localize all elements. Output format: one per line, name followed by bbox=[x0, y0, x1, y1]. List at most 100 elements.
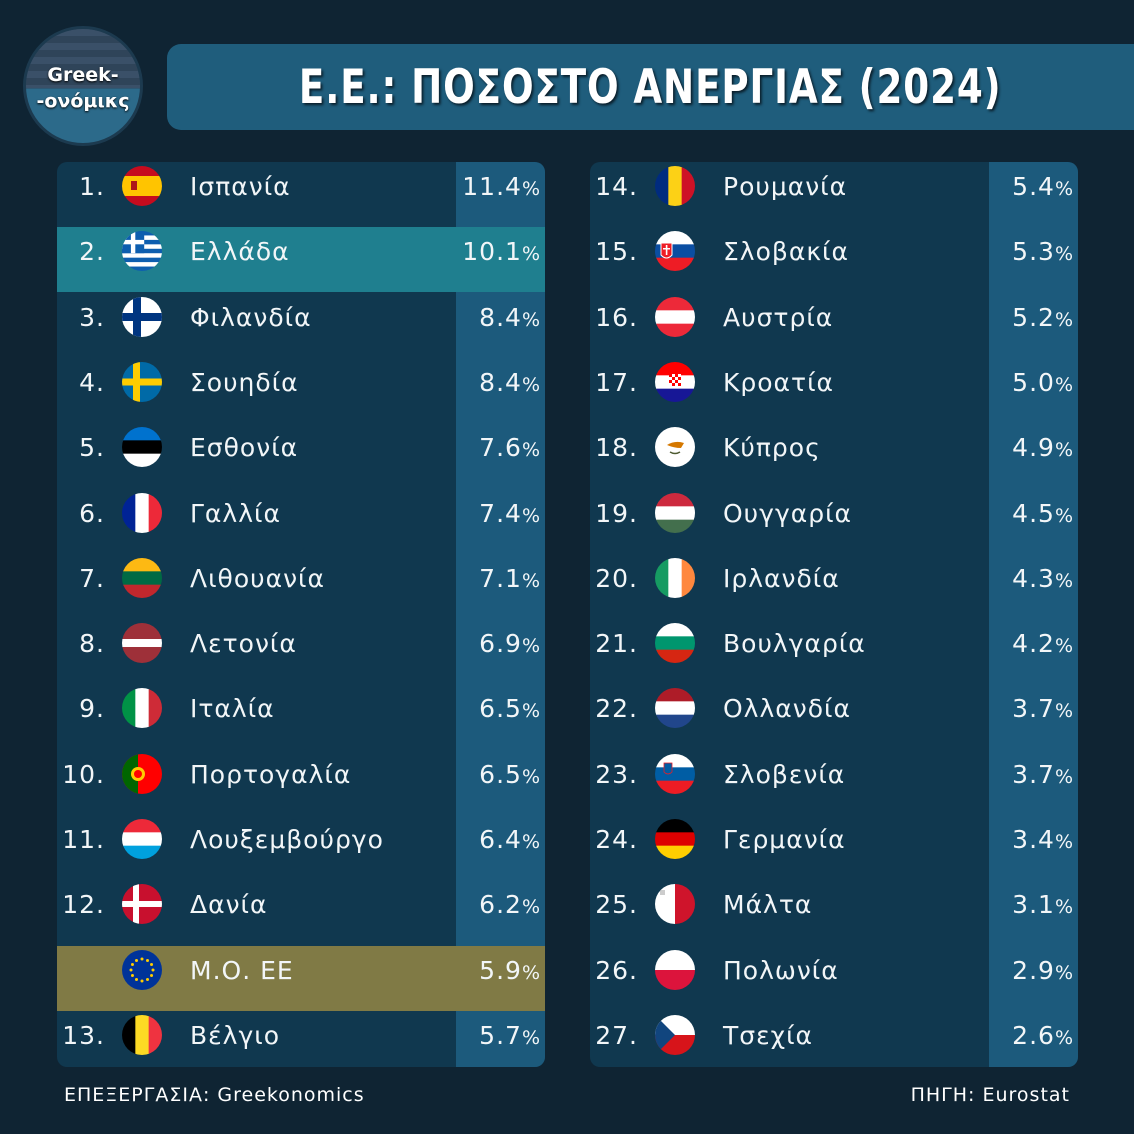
logo-line1: Greek- bbox=[47, 64, 119, 86]
table-row: 24. Γερμανία 3.4% bbox=[590, 815, 1078, 880]
value-unit: % bbox=[1054, 765, 1074, 788]
country-name: Αυστρία bbox=[723, 302, 834, 332]
value-label: 3.4% bbox=[988, 815, 1074, 880]
ranking-panel-right: 14. Ρουμανία 5.4% 15. Σλοβακία 5.3% 16. Αυστρία… bbox=[590, 162, 1078, 1067]
table-row: 17. Κροατία 5.0% bbox=[590, 358, 1078, 423]
ireland-flag-icon bbox=[655, 557, 695, 598]
value-unit: % bbox=[1054, 178, 1074, 200]
country-name: Σουηδία bbox=[190, 367, 299, 397]
rank-label: 9. bbox=[79, 694, 105, 724]
rank-label: 4. bbox=[79, 367, 105, 397]
value-label: 4.5% bbox=[988, 489, 1074, 554]
value-unit: % bbox=[521, 504, 541, 527]
bulgaria-flag-icon bbox=[655, 623, 695, 664]
value-label: 4.2% bbox=[988, 619, 1074, 684]
country-name: Βέλγιο bbox=[190, 1020, 281, 1050]
value-label: 5.7% bbox=[455, 1011, 541, 1067]
country-name: Βουλγαρία bbox=[723, 629, 866, 659]
rank-label: 22. bbox=[595, 694, 638, 724]
country-name: Σλοβακία bbox=[723, 237, 849, 267]
rank-label: 7. bbox=[79, 563, 105, 593]
country-name: Γερμανία bbox=[723, 825, 846, 854]
value-label: 6.5% bbox=[455, 750, 541, 815]
austria-flag-icon bbox=[655, 296, 695, 337]
value-label: 3.7% bbox=[988, 750, 1074, 815]
rank-label: 1. bbox=[79, 172, 105, 201]
denmark-flag-icon bbox=[122, 884, 162, 925]
value-unit: % bbox=[521, 308, 541, 331]
rank-label: 17. bbox=[595, 367, 638, 397]
country-name: Ιταλία bbox=[190, 694, 275, 724]
italy-flag-icon bbox=[122, 688, 162, 729]
value-label: 3.7% bbox=[988, 684, 1074, 749]
cyprus-flag-icon bbox=[655, 427, 695, 468]
country-name: Λετονία bbox=[190, 629, 297, 659]
belgium-flag-icon bbox=[122, 1014, 162, 1055]
value-unit: % bbox=[521, 439, 541, 462]
value-number: 8.4 bbox=[479, 367, 522, 397]
table-row: 21. Βουλγαρία 4.2% bbox=[590, 619, 1078, 684]
value-number: 4.9 bbox=[1012, 433, 1055, 463]
logo-flag-stripes bbox=[26, 29, 140, 89]
value-unit: % bbox=[521, 569, 541, 592]
footer-source: ΠΗΓΗ: Eurostat bbox=[910, 1084, 1070, 1106]
rank-label: 19. bbox=[595, 498, 638, 528]
eu-average-row: Μ.Ο. ΕΕ 5.9% bbox=[57, 945, 545, 1011]
sweden-flag-icon bbox=[122, 361, 162, 402]
value-unit: % bbox=[1054, 373, 1074, 396]
value-unit: % bbox=[1054, 1026, 1074, 1049]
value-unit: % bbox=[521, 961, 541, 984]
table-row: 23. Σλοβενία 3.7% bbox=[590, 750, 1078, 815]
value-unit: % bbox=[521, 243, 541, 266]
rank-label: 14. bbox=[595, 172, 638, 201]
value-unit: % bbox=[1054, 569, 1074, 592]
value-unit: % bbox=[1054, 504, 1074, 527]
poland-flag-icon bbox=[655, 949, 695, 990]
value-unit: % bbox=[521, 700, 541, 723]
country-name: Ελλάδα bbox=[190, 237, 290, 267]
value-label: 2.6% bbox=[988, 1011, 1074, 1067]
table-row: 13. Βέλγιο 5.7% bbox=[57, 1011, 545, 1067]
value-label: 8.4% bbox=[455, 293, 541, 358]
value-unit: % bbox=[521, 831, 541, 853]
value-number: 6.4 bbox=[479, 825, 522, 854]
value-number: 6.5 bbox=[479, 694, 522, 724]
rank-label: 5. bbox=[79, 433, 105, 463]
rank-label: 16. bbox=[595, 302, 638, 332]
table-row: 2. Ελλάδα 10.1% bbox=[57, 227, 545, 293]
value-unit: % bbox=[1054, 308, 1074, 331]
spain-flag-icon bbox=[122, 166, 162, 206]
finland-flag-icon bbox=[122, 296, 162, 337]
rank-label: 23. bbox=[595, 759, 638, 789]
table-row: 25. Μάλτα 3.1% bbox=[590, 880, 1078, 945]
country-name: Λιθουανία bbox=[190, 563, 326, 593]
value-number: 6.5 bbox=[479, 759, 522, 789]
rank-label: 20. bbox=[595, 563, 638, 593]
value-label: 6.5% bbox=[455, 684, 541, 749]
country-name: Πορτογαλία bbox=[190, 759, 352, 789]
rank-label: 24. bbox=[595, 825, 638, 854]
table-row: 27. Τσεχία 2.6% bbox=[590, 1011, 1078, 1067]
value-label: 8.4% bbox=[455, 358, 541, 423]
hungary-flag-icon bbox=[655, 492, 695, 533]
value-number: 3.1 bbox=[1012, 890, 1055, 920]
croatia-flag-icon bbox=[655, 361, 695, 402]
country-name: Γαλλία bbox=[190, 498, 281, 528]
estonia-flag-icon bbox=[122, 427, 162, 468]
value-number: 5.3 bbox=[1012, 237, 1055, 267]
rank-label: 18. bbox=[595, 433, 638, 463]
value-label: 5.0% bbox=[988, 358, 1074, 423]
title-bar: Ε.Ε.: ΠΟΣΟΣΤΟ ΑΝΕΡΓΙΑΣ (2024) bbox=[167, 44, 1134, 130]
table-row: 15. Σλοβακία 5.3% bbox=[590, 227, 1078, 292]
value-label: 6.2% bbox=[455, 880, 541, 945]
value-number: 7.6 bbox=[479, 433, 522, 463]
value-number: 10.1 bbox=[462, 237, 522, 267]
rank-label: 12. bbox=[62, 890, 105, 920]
table-row: 6. Γαλλία 7.4% bbox=[57, 489, 545, 554]
rank-label bbox=[57, 946, 105, 1011]
country-name: Κροατία bbox=[723, 367, 835, 397]
value-label: 7.4% bbox=[455, 489, 541, 554]
value-label: 5.4% bbox=[988, 162, 1074, 227]
value-unit: % bbox=[521, 896, 541, 919]
greekonomics-logo: Greek- -ονόμικς bbox=[23, 26, 143, 146]
